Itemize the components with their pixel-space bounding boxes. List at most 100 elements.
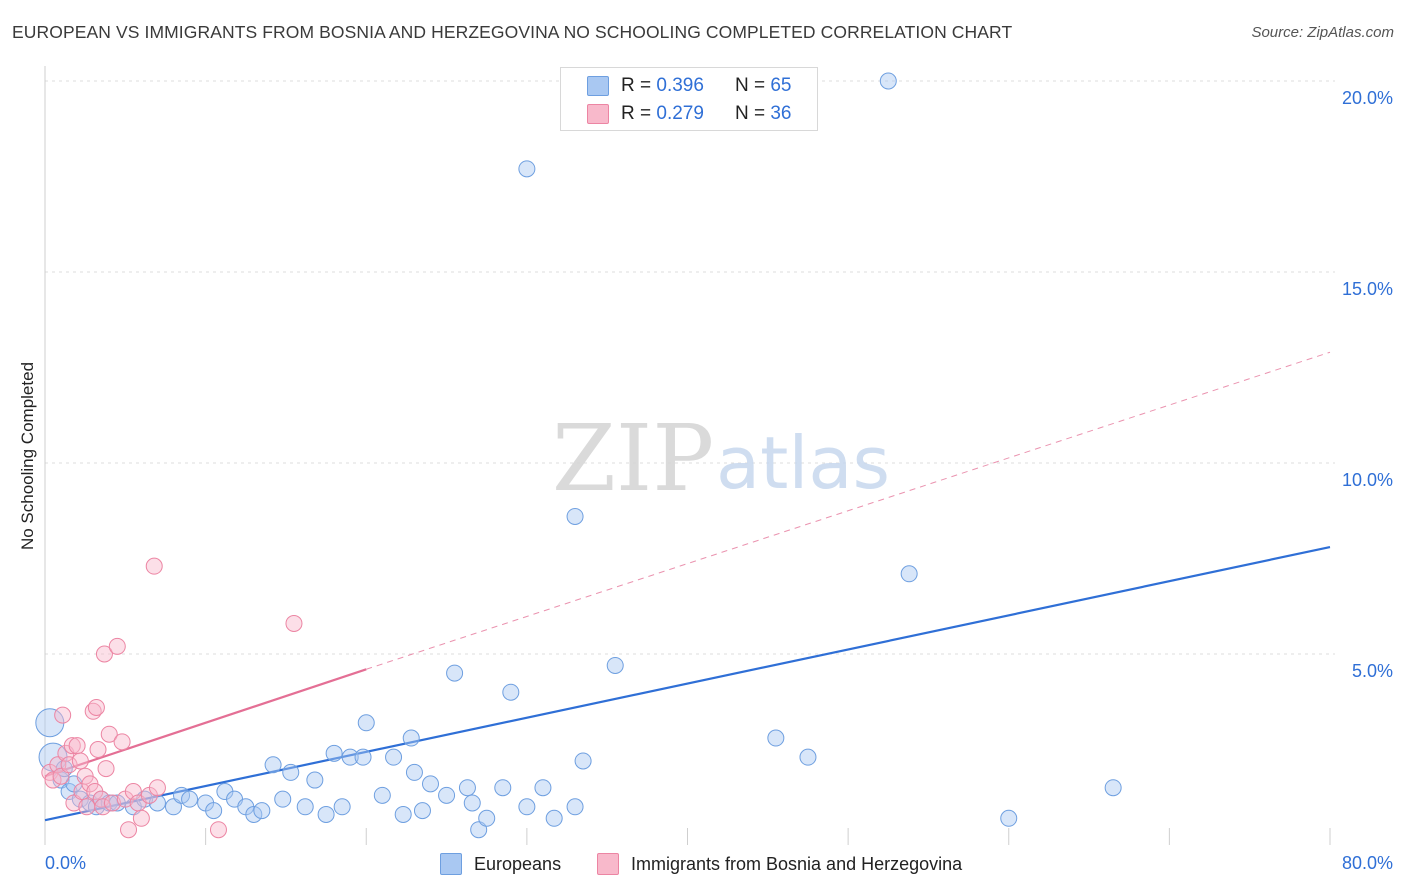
watermark-atlas: atlas bbox=[716, 421, 890, 505]
point-europeans bbox=[253, 802, 271, 820]
point-immigrants bbox=[132, 809, 150, 827]
point-immigrants bbox=[63, 737, 81, 755]
legend-n-value: 65 bbox=[770, 75, 792, 96]
legend-r-label: R = bbox=[621, 75, 652, 96]
x-tick-label: 80.0% bbox=[1342, 853, 1393, 873]
point-europeans bbox=[566, 507, 584, 525]
legend-r-label: R = bbox=[621, 103, 652, 124]
point-immigrants bbox=[113, 733, 131, 751]
point-europeans bbox=[606, 656, 624, 674]
point-europeans bbox=[463, 794, 481, 812]
point-immigrants bbox=[145, 557, 163, 575]
legend-n-label: N = bbox=[734, 103, 766, 124]
point-europeans bbox=[518, 798, 536, 816]
gridlines bbox=[45, 80, 1335, 655]
trend-lines bbox=[44, 351, 1331, 822]
bottom-legend-swatch-immigrants bbox=[597, 853, 619, 875]
point-europeans bbox=[354, 748, 372, 766]
point-immigrants bbox=[120, 821, 138, 839]
point-immigrants bbox=[94, 798, 112, 816]
point-europeans bbox=[373, 786, 391, 804]
point-immigrants bbox=[108, 637, 126, 655]
point-europeans bbox=[394, 805, 412, 823]
point-europeans bbox=[545, 809, 563, 827]
chart-title: EUROPEAN VS IMMIGRANTS FROM BOSNIA AND H… bbox=[12, 22, 1013, 42]
point-europeans bbox=[274, 790, 292, 808]
point-immigrants bbox=[209, 821, 227, 839]
bottom-legend-swatch-europeans bbox=[440, 853, 462, 875]
legend-n-value: 36 bbox=[770, 103, 792, 124]
legend-row-immigrants: R = 0.279 N = 36 bbox=[587, 101, 791, 127]
point-europeans bbox=[181, 790, 199, 808]
y-tick-label: 20.0% bbox=[1342, 88, 1393, 108]
point-europeans bbox=[502, 683, 520, 701]
point-europeans bbox=[422, 775, 439, 793]
point-europeans bbox=[108, 794, 126, 812]
point-immigrants bbox=[54, 706, 72, 724]
point-immigrants bbox=[44, 771, 62, 789]
point-europeans bbox=[282, 763, 300, 781]
point-europeans bbox=[900, 565, 918, 583]
trend-line-immigrants bbox=[44, 668, 367, 778]
point-europeans bbox=[574, 752, 592, 770]
bottom-legend-label-europeans: Europeans bbox=[474, 853, 562, 874]
point-europeans bbox=[333, 798, 351, 816]
point-europeans bbox=[799, 748, 817, 766]
y-tick-label: 15.0% bbox=[1342, 279, 1393, 299]
point-europeans bbox=[341, 748, 359, 766]
point-europeans bbox=[534, 779, 552, 797]
watermark-zip: ZIP bbox=[552, 405, 714, 512]
point-europeans bbox=[296, 798, 314, 816]
trend-line-immigrants bbox=[366, 351, 1331, 670]
point-europeans bbox=[205, 802, 223, 820]
point-europeans bbox=[1000, 809, 1018, 827]
point-immigrants bbox=[71, 752, 89, 770]
legend-swatch-immigrants bbox=[587, 104, 609, 124]
point-immigrants bbox=[78, 798, 96, 816]
point-europeans bbox=[1104, 779, 1122, 797]
tick-labels: 5.0% 10.0% 15.0% 20.0% 0.0% 80.0% bbox=[45, 88, 1393, 873]
axes bbox=[44, 66, 1331, 845]
x-tick-label: 0.0% bbox=[45, 853, 86, 873]
y-tick-label: 5.0% bbox=[1352, 661, 1393, 681]
point-europeans bbox=[385, 748, 403, 766]
point-immigrants bbox=[285, 614, 303, 632]
legend-swatch-europeans bbox=[587, 76, 609, 96]
point-europeans bbox=[245, 805, 263, 823]
point-immigrants bbox=[103, 794, 121, 812]
point-europeans bbox=[446, 664, 464, 682]
legend-r-value: 0.279 bbox=[656, 103, 704, 124]
point-europeans bbox=[306, 771, 324, 789]
bottom-legend-label-immigrants: Immigrants from Bosnia and Herzegovina bbox=[631, 853, 963, 874]
point-immigrants bbox=[89, 741, 107, 758]
point-europeans bbox=[413, 802, 431, 820]
point-europeans bbox=[405, 763, 423, 781]
data-points bbox=[35, 72, 1122, 839]
bottom-legend-immigrants: Immigrants from Bosnia and Herzegovina bbox=[597, 851, 962, 877]
correlation-legend: R = 0.396 N = 65 R = 0.279 N = 36 bbox=[560, 67, 818, 131]
legend-r-value: 0.396 bbox=[656, 75, 704, 96]
point-immigrants bbox=[60, 756, 78, 774]
point-europeans bbox=[566, 798, 584, 816]
point-immigrants bbox=[68, 737, 86, 755]
point-europeans bbox=[478, 809, 496, 827]
point-europeans bbox=[317, 805, 335, 823]
y-tick-label: 10.0% bbox=[1342, 470, 1393, 490]
legend-row-europeans: R = 0.396 N = 65 bbox=[587, 73, 791, 99]
point-immigrants bbox=[97, 760, 115, 778]
point-europeans bbox=[357, 714, 375, 732]
point-europeans bbox=[879, 72, 897, 90]
point-europeans bbox=[402, 729, 420, 747]
point-immigrants bbox=[124, 783, 142, 801]
point-europeans bbox=[438, 786, 456, 804]
point-europeans bbox=[325, 744, 343, 762]
point-immigrants bbox=[148, 779, 166, 797]
point-europeans bbox=[173, 786, 191, 804]
legend-n-label: N = bbox=[734, 75, 766, 96]
point-immigrants bbox=[95, 645, 113, 663]
point-europeans bbox=[458, 779, 476, 797]
point-europeans bbox=[767, 729, 785, 747]
point-europeans bbox=[494, 779, 512, 797]
trend-line-europeans bbox=[44, 545, 1331, 822]
